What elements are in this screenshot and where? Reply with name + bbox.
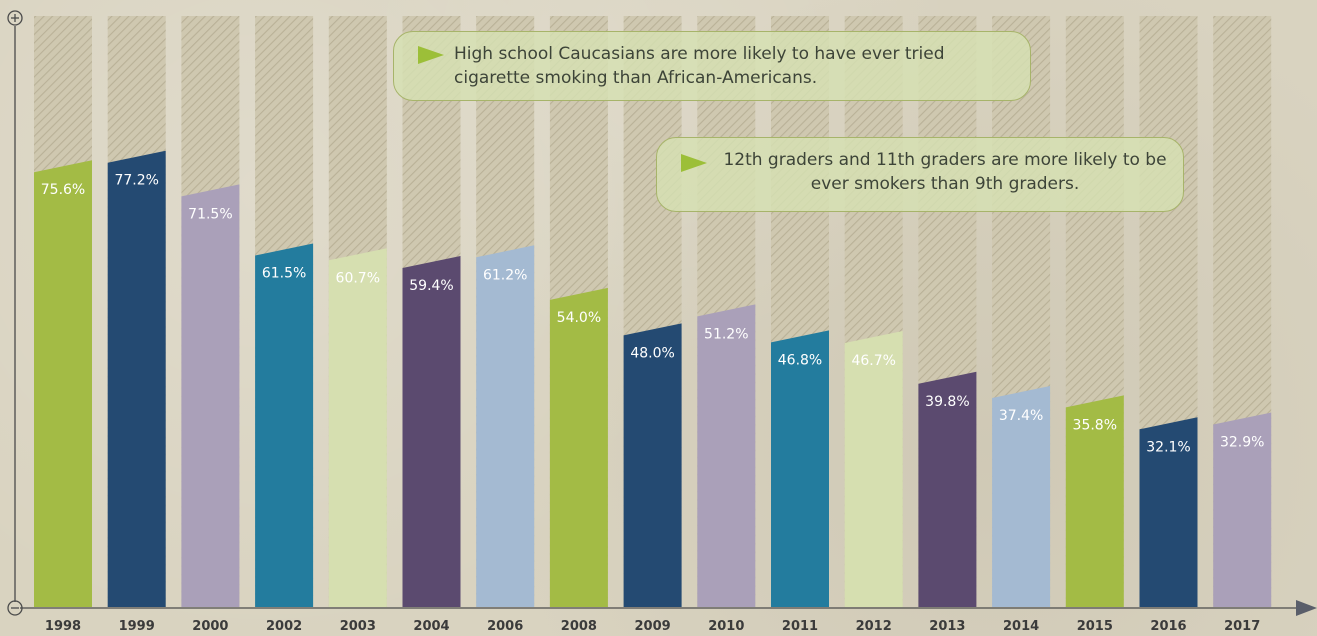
x-tick-label-2002: 2002 [266, 619, 302, 634]
value-label-1998: 75.6% [41, 182, 85, 198]
value-label-2000: 71.5% [188, 206, 232, 222]
value-label-2012: 46.7% [851, 353, 895, 369]
x-tick-label-2010: 2010 [708, 619, 744, 634]
value-label-2017: 32.9% [1220, 435, 1264, 451]
value-label-2010: 51.2% [704, 326, 748, 342]
x-tick-label-2009: 2009 [635, 619, 671, 634]
bar-2003 [328, 248, 387, 607]
bar-2016 [1139, 417, 1198, 607]
bar-2009 [623, 323, 682, 607]
bar-2013 [918, 371, 977, 607]
x-tick-label-2000: 2000 [192, 619, 228, 634]
value-label-2016: 32.1% [1146, 439, 1190, 455]
bar-2014 [992, 385, 1051, 607]
bars [34, 150, 1272, 608]
bar-2017 [1213, 412, 1272, 607]
x-tick-label-2011: 2011 [782, 619, 818, 634]
bar-2004 [402, 255, 461, 608]
bar-1998 [34, 160, 92, 608]
bar-2011 [771, 330, 829, 607]
y-axis-plus-icon [7, 10, 23, 26]
bar-2012 [844, 331, 903, 607]
x-tick-label-2015: 2015 [1077, 619, 1113, 634]
x-axis-arrow-icon [1296, 600, 1317, 616]
x-tick-label-2012: 2012 [856, 619, 892, 634]
value-label-2011: 46.8% [778, 352, 822, 368]
callout-arrow-icon [681, 154, 707, 172]
x-axis-tick-labels: 1998 1999 2000 2002 2003 2004 2006 2008 2009 2010… [45, 619, 1260, 634]
value-label-2008: 54.0% [557, 310, 601, 326]
annotation-text: High school Caucasians are more likely t… [454, 44, 945, 88]
value-label-2003: 60.7% [336, 270, 380, 286]
value-labels: 75.6% 77.2% 71.5% 61.5% 60.7% 59.4% 61.2% 54.0%… [41, 173, 1265, 456]
x-tick-label-2006: 2006 [487, 619, 523, 634]
value-label-2014: 37.4% [999, 408, 1043, 424]
x-tick-label-2003: 2003 [340, 619, 376, 634]
value-label-1999: 77.2% [114, 173, 158, 189]
value-label-2009: 48.0% [630, 345, 674, 361]
x-tick-label-1998: 1998 [45, 619, 81, 634]
bar-2008 [549, 287, 608, 607]
annotation-callout-ethnicity: High school Caucasians are more likely t… [393, 31, 1031, 101]
annotation-text: 12th graders and 11th graders are more l… [723, 150, 1167, 194]
x-tick-label-2004: 2004 [413, 619, 449, 634]
x-tick-label-2016: 2016 [1150, 619, 1186, 634]
value-label-2013: 39.8% [925, 394, 969, 410]
axes [7, 10, 1317, 616]
callout-arrow-icon [418, 46, 444, 64]
bar-2015 [1065, 395, 1124, 607]
x-tick-label-2008: 2008 [561, 619, 597, 634]
value-label-2006: 61.2% [483, 267, 527, 283]
x-tick-label-1999: 1999 [119, 619, 155, 634]
annotation-callout-grade: 12th graders and 11th graders are more l… [656, 137, 1184, 212]
bar-2010 [697, 304, 756, 607]
bar-1999 [107, 150, 166, 608]
x-tick-label-2014: 2014 [1003, 619, 1039, 634]
value-label-2004: 59.4% [409, 278, 453, 294]
value-label-2002: 61.5% [262, 266, 306, 282]
value-label-2015: 35.8% [1073, 417, 1117, 433]
x-tick-label-2017: 2017 [1224, 619, 1260, 634]
x-tick-label-2013: 2013 [929, 619, 965, 634]
bar-2000 [181, 184, 240, 607]
bar-2006 [476, 245, 535, 608]
y-axis-minus-icon [7, 600, 23, 616]
bar-2002 [255, 243, 314, 607]
